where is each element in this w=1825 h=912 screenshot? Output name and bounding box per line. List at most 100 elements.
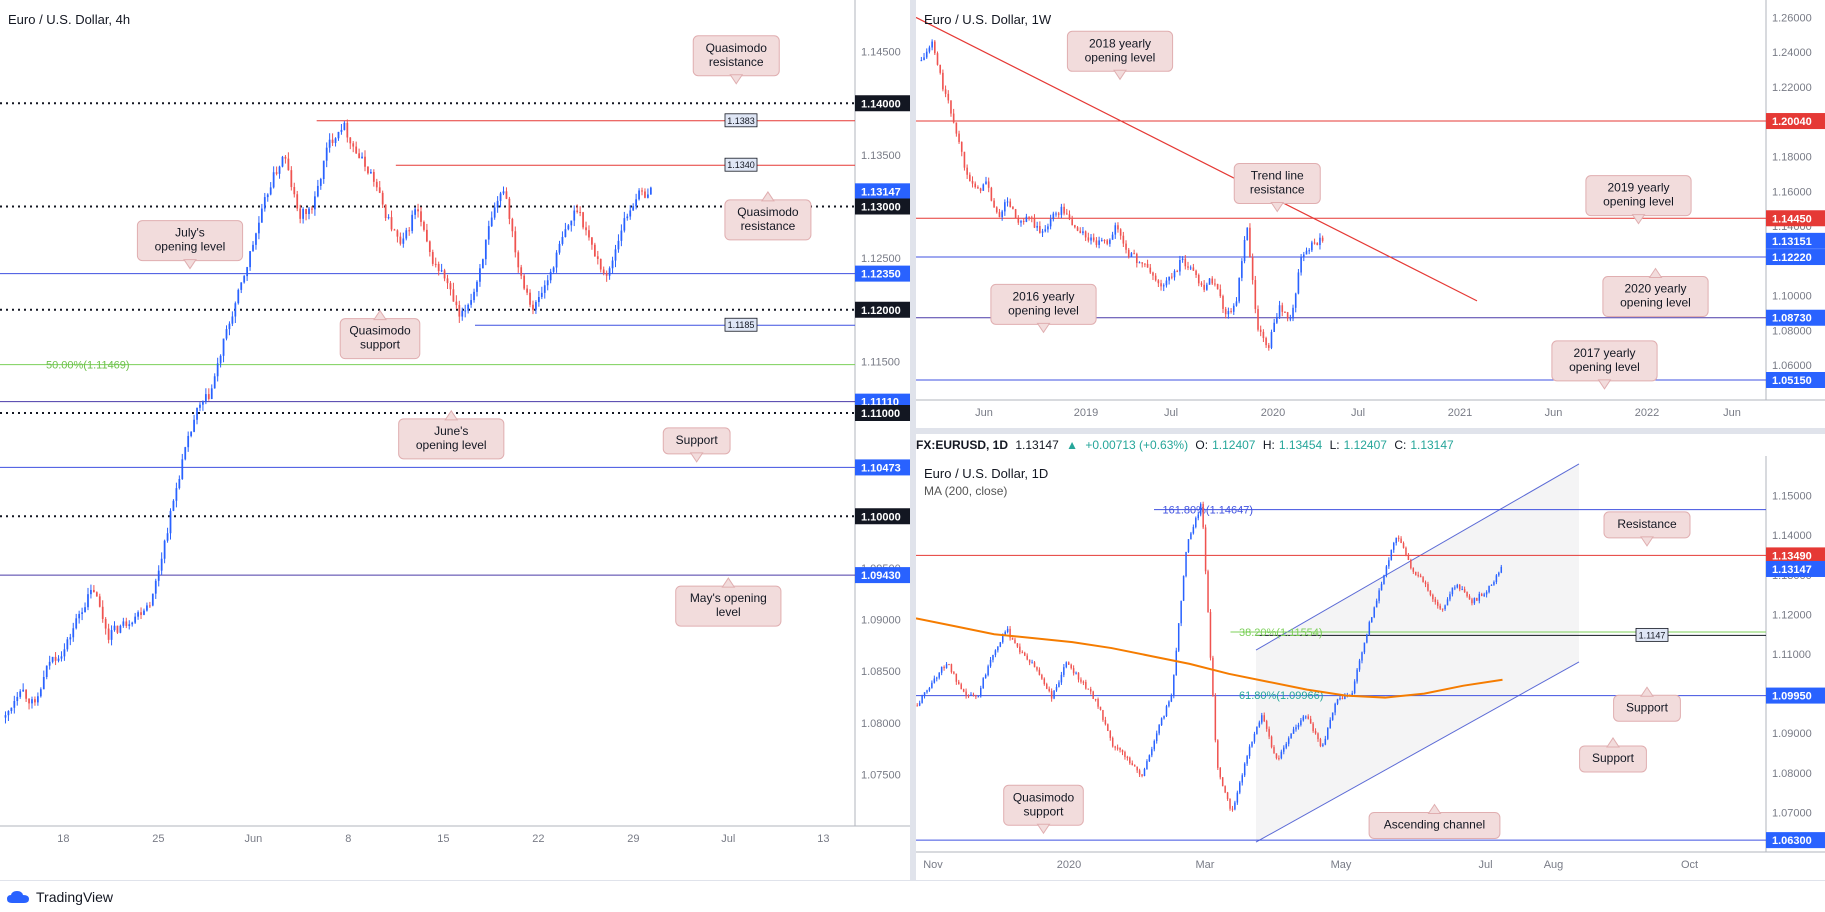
callout-text: support: [1023, 804, 1064, 818]
candle-body: [396, 230, 399, 237]
candle-body: [34, 699, 36, 703]
candle-body: [1395, 537, 1397, 544]
candle-body: [1199, 503, 1202, 515]
candle: [1148, 754, 1151, 763]
candle-body: [1085, 682, 1087, 689]
candle-body: [1067, 662, 1070, 665]
candle: [1090, 234, 1092, 245]
candle: [1109, 238, 1111, 247]
candle: [367, 166, 369, 175]
panel-divider-vertical[interactable]: [910, 0, 916, 880]
candle-body: [1309, 718, 1312, 724]
fib-level-label: 38.20%(1.11554): [1239, 627, 1323, 639]
candle: [334, 137, 337, 147]
chart-1w-panel[interactable]: Euro / U.S. Dollar, 1W 1.26000 1.24000 1.2…: [916, 0, 1825, 428]
candle-body: [381, 192, 384, 205]
candle: [940, 666, 943, 676]
candle: [1289, 314, 1292, 322]
panel-divider-horizontal[interactable]: [916, 428, 1825, 434]
candle-body: [216, 363, 219, 377]
candle: [1111, 231, 1114, 240]
candle-body: [967, 695, 970, 697]
candle-body: [1124, 752, 1126, 757]
candle-body: [60, 656, 63, 659]
candle: [1012, 206, 1014, 210]
candle: [958, 130, 960, 144]
candle-body: [1063, 206, 1065, 214]
candle-body: [948, 664, 950, 666]
candle-body: [1063, 667, 1065, 675]
chart-1d-panel[interactable]: Euro / U.S. Dollar, 1D MA (200, close) 1…: [916, 456, 1825, 880]
symbol-name[interactable]: FX:EURUSD, 1D: [916, 438, 1009, 452]
candle: [995, 206, 998, 214]
candle: [331, 133, 334, 147]
candle: [1192, 524, 1195, 535]
candle-body: [925, 51, 928, 58]
h4-level-box-label: 1.1383: [724, 113, 758, 128]
candle: [599, 258, 602, 273]
candle-body: [1031, 662, 1033, 664]
candle: [923, 692, 926, 699]
candle-body: [1417, 574, 1419, 576]
candle-body: [275, 172, 278, 174]
candle: [549, 268, 552, 284]
candle: [936, 676, 938, 682]
candle-body: [128, 624, 131, 626]
candle: [92, 585, 95, 593]
callout-text: opening level: [416, 438, 487, 452]
candle: [299, 204, 302, 224]
candle-body: [1057, 213, 1060, 215]
candle-body: [1300, 720, 1302, 725]
candle-body: [971, 180, 974, 184]
candle: [487, 220, 490, 245]
candle: [358, 148, 360, 159]
w1-candles: [920, 39, 1324, 351]
candle: [1393, 541, 1395, 553]
callout-pointer: [689, 452, 704, 463]
candle: [1495, 574, 1498, 585]
candle-body: [1283, 747, 1285, 752]
candle: [523, 273, 526, 291]
candle-body: [1090, 237, 1092, 241]
candle-body: [1111, 234, 1114, 240]
callout-text: Quasimodo: [1013, 790, 1075, 804]
candle: [1049, 214, 1052, 230]
w1-x-tick-label: Jun: [1723, 407, 1741, 419]
candle-body: [202, 401, 204, 405]
candle: [979, 187, 982, 194]
candle: [137, 610, 139, 620]
candle-body: [296, 194, 299, 209]
candle: [1036, 221, 1038, 232]
candle-body: [72, 628, 75, 638]
candle-body: [1313, 242, 1316, 244]
candle-body: [1107, 724, 1109, 731]
w1-x-tick-label: Jun: [1545, 407, 1563, 419]
candle-body: [1319, 739, 1322, 746]
callout-text: May's opening: [690, 591, 767, 605]
candle-body: [1071, 219, 1073, 226]
candle: [1368, 620, 1371, 636]
candle: [1319, 737, 1322, 748]
candle-body: [1165, 280, 1168, 286]
candle: [1028, 216, 1030, 221]
tradingview-logo[interactable]: TradingView: [6, 889, 113, 905]
d1-level-box-label: 1.1147: [1635, 627, 1669, 642]
chart-4h-panel[interactable]: Euro / U.S. Dollar, 4h 1.145001.140001.1…: [0, 0, 910, 880]
candle: [1209, 609, 1212, 661]
candle: [1043, 677, 1046, 686]
candle: [1103, 239, 1106, 244]
candle-body: [1483, 594, 1485, 596]
candle-body: [1002, 634, 1004, 643]
candle: [1106, 238, 1108, 246]
candle: [423, 220, 425, 232]
candle: [258, 216, 260, 240]
candle-body: [1079, 230, 1082, 234]
candle: [1031, 659, 1033, 664]
candle-body: [437, 263, 440, 272]
candle-body: [1251, 256, 1254, 281]
candle-body: [346, 122, 349, 138]
candle: [1463, 586, 1466, 593]
candle-body: [1371, 617, 1373, 623]
candle-body: [944, 89, 947, 94]
ma-indicator-label[interactable]: MA (200, close): [924, 484, 1008, 498]
